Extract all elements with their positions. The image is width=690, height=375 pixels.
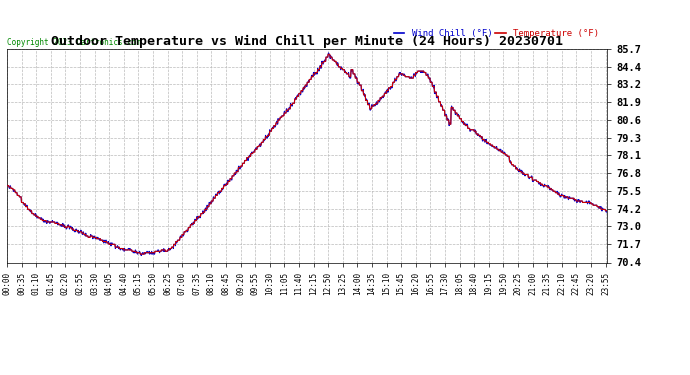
Title: Outdoor Temperature vs Wind Chill per Minute (24 Hours) 20230701: Outdoor Temperature vs Wind Chill per Mi… (51, 34, 563, 48)
Legend: Wind Chill (°F), Temperature (°F): Wind Chill (°F), Temperature (°F) (390, 26, 602, 42)
Text: Copyright 2023 Cartronics.com: Copyright 2023 Cartronics.com (7, 38, 141, 46)
